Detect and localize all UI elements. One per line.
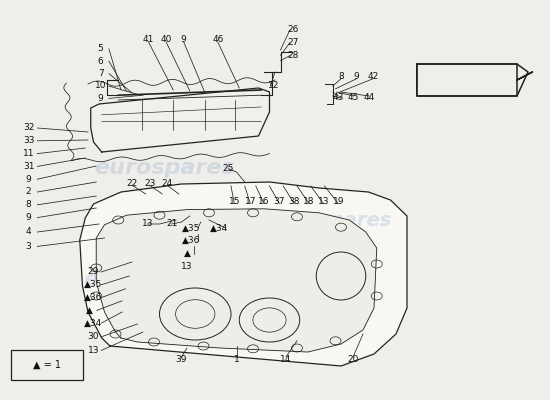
Text: ▲36: ▲36	[182, 236, 201, 245]
Text: 9: 9	[26, 175, 31, 184]
Text: ▲ = 1: ▲ = 1	[33, 360, 60, 370]
Text: ▲: ▲	[86, 306, 92, 315]
Text: 43: 43	[333, 94, 344, 102]
Text: 30: 30	[88, 332, 99, 341]
Text: 41: 41	[143, 36, 154, 44]
Text: 13: 13	[142, 220, 153, 228]
Text: 20: 20	[348, 356, 359, 364]
Text: 13: 13	[318, 197, 329, 206]
Text: ▲35: ▲35	[84, 280, 103, 289]
Text: 4: 4	[26, 228, 31, 236]
Text: ▲34: ▲34	[210, 224, 228, 232]
Text: 18: 18	[304, 197, 315, 206]
Text: 23: 23	[144, 179, 155, 188]
Text: 40: 40	[161, 36, 172, 44]
Text: 16: 16	[258, 197, 270, 206]
Text: 15: 15	[229, 197, 240, 206]
FancyBboxPatch shape	[11, 350, 82, 380]
Text: 38: 38	[289, 197, 300, 206]
Text: 3: 3	[26, 242, 31, 251]
Text: 29: 29	[88, 268, 99, 276]
Text: 19: 19	[333, 197, 344, 206]
Polygon shape	[417, 64, 532, 96]
Polygon shape	[91, 88, 270, 152]
Text: 9: 9	[26, 213, 31, 222]
Text: 8: 8	[338, 72, 344, 81]
Text: 8: 8	[26, 200, 31, 209]
Text: 9: 9	[98, 94, 103, 103]
Text: ▲36: ▲36	[84, 293, 103, 302]
Text: 12: 12	[268, 81, 279, 90]
Text: 9: 9	[181, 36, 186, 44]
Text: 24: 24	[162, 179, 173, 188]
Text: eurospares: eurospares	[95, 158, 235, 178]
Text: 27: 27	[287, 38, 298, 47]
Text: 17: 17	[245, 197, 256, 206]
Text: 7: 7	[98, 69, 103, 78]
Text: 32: 32	[23, 124, 34, 132]
Text: 21: 21	[166, 220, 177, 228]
Text: 14: 14	[280, 356, 292, 364]
Text: 22: 22	[126, 179, 138, 188]
Text: 44: 44	[364, 94, 375, 102]
Text: 10: 10	[95, 82, 106, 90]
Text: eurospares: eurospares	[84, 270, 224, 290]
Text: 46: 46	[212, 36, 223, 44]
Text: 39: 39	[176, 356, 187, 364]
Text: 6: 6	[98, 57, 103, 66]
Text: 33: 33	[23, 136, 34, 145]
Text: 11: 11	[23, 149, 34, 158]
Text: 2: 2	[26, 188, 31, 196]
Text: 37: 37	[274, 197, 285, 206]
Text: eurospares: eurospares	[268, 210, 392, 230]
Text: 9: 9	[354, 72, 359, 81]
Text: 28: 28	[287, 51, 298, 60]
Polygon shape	[96, 209, 377, 352]
Text: 1: 1	[234, 356, 239, 364]
Text: ▲: ▲	[184, 249, 190, 258]
Text: 13: 13	[88, 346, 99, 355]
Text: 42: 42	[367, 72, 378, 81]
Text: 13: 13	[182, 262, 192, 271]
Text: 5: 5	[98, 44, 103, 53]
Text: 45: 45	[348, 94, 359, 102]
Polygon shape	[80, 182, 407, 366]
Text: 31: 31	[23, 162, 34, 171]
Text: ▲35: ▲35	[182, 224, 201, 232]
Text: 25: 25	[223, 164, 234, 173]
Text: ▲34: ▲34	[84, 319, 103, 328]
Text: 26: 26	[287, 26, 298, 34]
